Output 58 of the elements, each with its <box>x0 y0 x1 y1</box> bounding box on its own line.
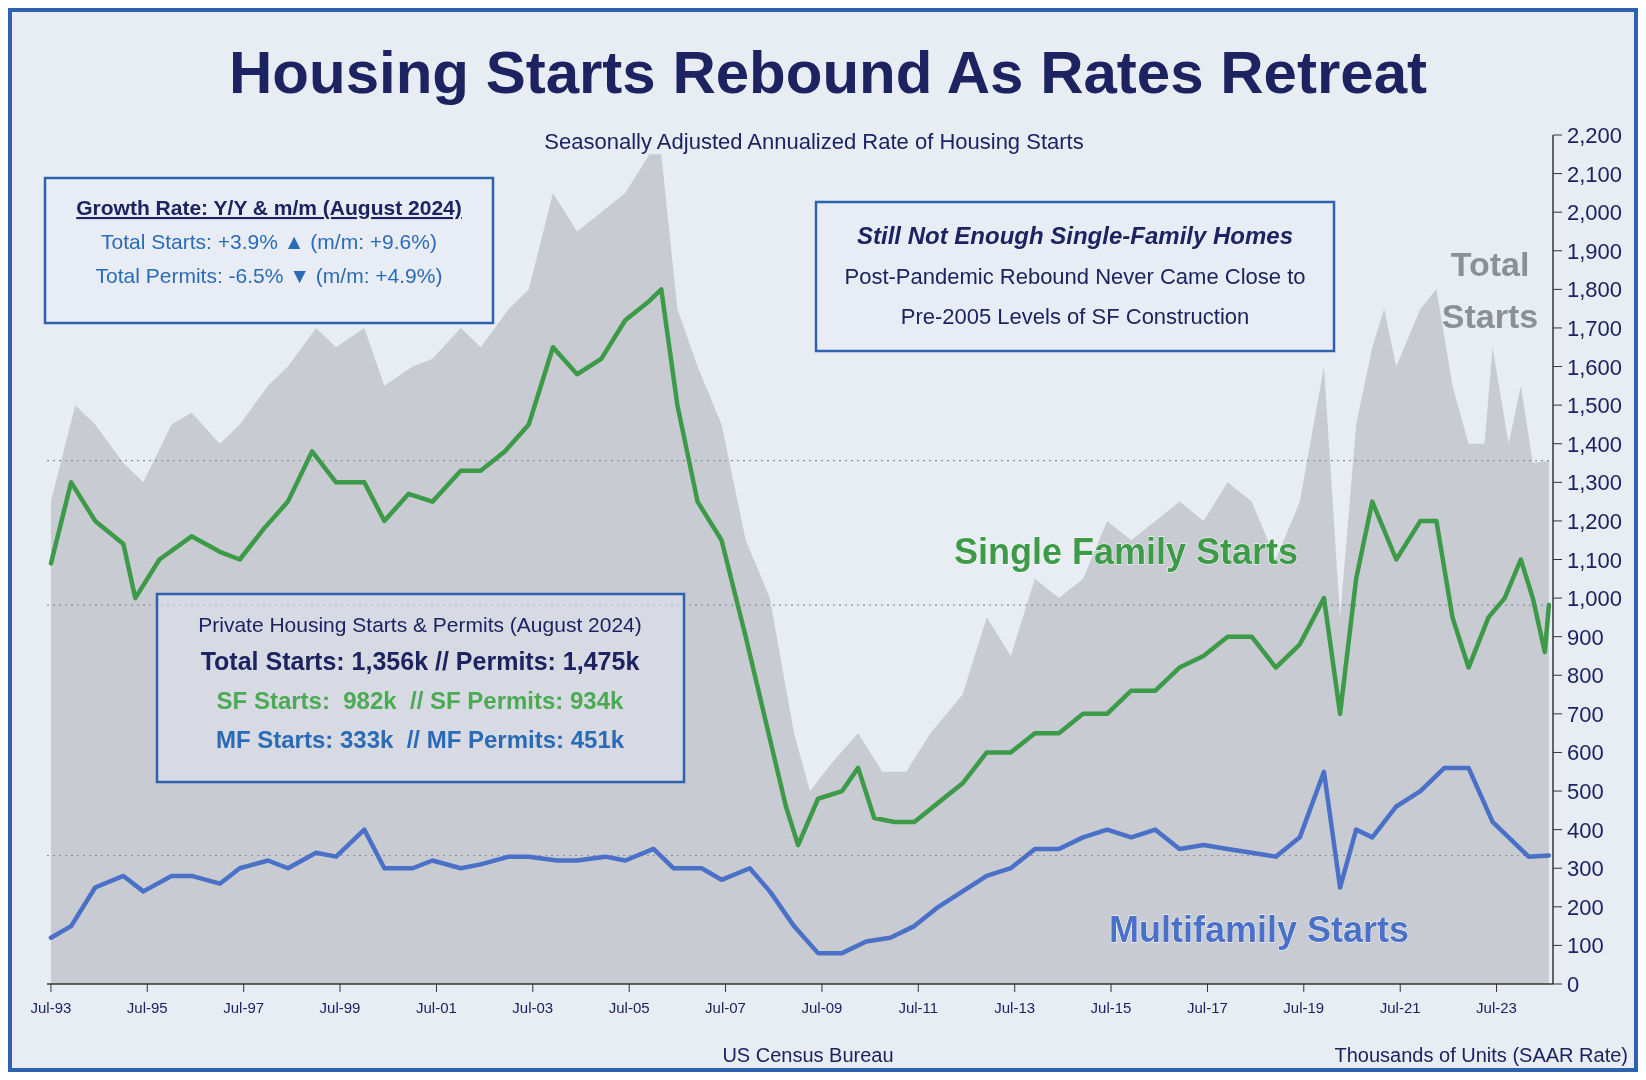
y-tick-label: 200 <box>1567 894 1604 920</box>
text: US Census Bureau <box>722 1044 894 1066</box>
y-tick-label: 500 <box>1567 779 1604 805</box>
y-tick-label: 600 <box>1567 740 1604 766</box>
line-series <box>48 765 1552 956</box>
y-tick-label: 400 <box>1567 817 1604 843</box>
y-tick-label: 700 <box>1567 701 1604 727</box>
x-tick-label: Jul-01 <box>416 999 457 1016</box>
annotation: Total Starts: +3.9% ▲ (m/m: +9.6%) <box>101 230 437 253</box>
annotation: Post-Pandemic Rebound Never Came Close to <box>844 264 1306 289</box>
x-tick-label: Jul-21 <box>1379 999 1421 1016</box>
x-tick-label: Jul-09 <box>801 999 843 1016</box>
annotation: Private Housing Starts & Permits (August 2024) <box>198 613 642 636</box>
y-tick-label: 900 <box>1567 624 1604 650</box>
x-tick-label: Jul-93 <box>30 999 72 1016</box>
x-tick-label: Jul-13 <box>994 999 1036 1016</box>
y-tick-label: 1,500 <box>1567 393 1623 419</box>
chart-title: Housing Starts Rebound As Rates Retreat <box>229 39 1428 106</box>
x-tick-label: Jul-03 <box>512 999 554 1016</box>
annotation: Growth Rate: Y/Y & m/m (August 2024) <box>76 196 462 219</box>
y-tick-label: 1,400 <box>1567 431 1623 457</box>
x-tick-label: Jul-99 <box>319 999 361 1016</box>
y-tick-label: 2,100 <box>1567 161 1623 187</box>
annotation: MF Starts: 333k // MF Permits: 451k <box>215 726 625 753</box>
y-tick-label: 1,800 <box>1567 277 1623 303</box>
x-tick-label: Jul-19 <box>1283 999 1325 1016</box>
x-tick-label: Jul-05 <box>608 999 650 1016</box>
x-tick-label: Jul-97 <box>223 999 265 1016</box>
annotation: Total Starts: 1,356k // Permits: 1,475k <box>200 647 640 675</box>
x-tick-label: Jul-07 <box>705 999 746 1016</box>
y-tick-label: 1,000 <box>1567 586 1623 612</box>
y-tick-label: 1,200 <box>1567 508 1623 534</box>
x-tick-label: Jul-17 <box>1187 999 1228 1016</box>
y-tick-label: 1,300 <box>1567 470 1623 496</box>
annotation: SF Starts: 982k // SF Permits: 934k <box>216 687 625 714</box>
y-tick-label: 2,000 <box>1567 200 1623 226</box>
y-tick-label: 1,900 <box>1567 238 1623 264</box>
y-tick-label: 1,100 <box>1567 547 1623 573</box>
line-series <box>48 287 1552 848</box>
y-tick-label: 100 <box>1567 933 1604 959</box>
text: Multifamily Starts <box>1108 909 1410 950</box>
annotation: Still Not Enough Single-Family Homes <box>856 222 1294 249</box>
annotation: Total Permits: -6.5% ▼ (m/m: +4.9%) <box>95 264 443 287</box>
series-label: Total Starts <box>1441 245 1539 335</box>
y-tick-label: 1,700 <box>1567 315 1623 341</box>
text: Thousands of Units (SAAR Rate) <box>1334 1044 1628 1066</box>
annotation: Pre-2005 Levels of SF Construction <box>900 304 1250 329</box>
y-tick-label: 1,600 <box>1567 354 1623 380</box>
y-tick-label: 0 <box>1567 972 1580 997</box>
y-tick-label: 300 <box>1567 856 1604 882</box>
x-tick-label: Jul-95 <box>126 999 168 1016</box>
x-tick-label: Jul-15 <box>1090 999 1132 1016</box>
chart-subtitle: Seasonally Adjusted Annualized Rate of Housing Starts <box>544 129 1084 154</box>
y-tick-label: 800 <box>1567 663 1604 689</box>
x-tick-label: Jul-23 <box>1476 999 1517 1016</box>
y-tick-label: 2,200 <box>1567 123 1623 148</box>
x-tick-label: Jul-11 <box>898 999 939 1016</box>
series-label: Single Family Starts <box>953 531 1299 572</box>
